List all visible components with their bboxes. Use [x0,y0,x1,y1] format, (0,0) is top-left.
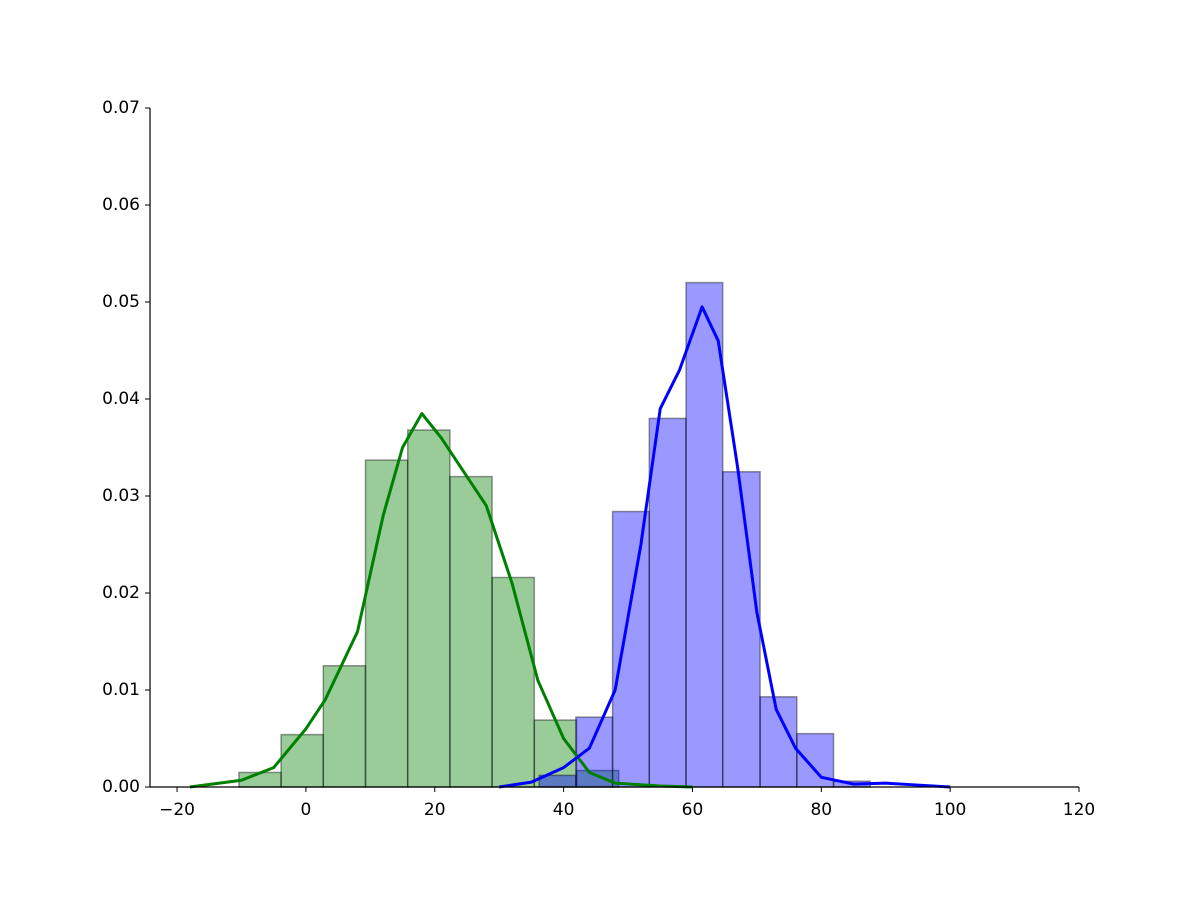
x-tick-label: 120 [1063,800,1095,820]
y-tick-label: 0.01 [102,680,140,700]
x-tick-label: −20 [159,800,195,820]
histogram-bar [449,475,493,788]
y-tick-label: 0.00 [102,777,140,797]
x-tick-label: 40 [553,800,575,820]
histogram-bar [533,719,578,788]
y-tick-label: 0.03 [102,486,140,506]
y-tick-label: 0.02 [102,583,140,603]
y-tick-label: 0.06 [102,195,140,215]
histogram-bar [575,716,614,788]
y-tick-label: 0.05 [102,292,140,312]
x-tick-label: 100 [934,800,966,820]
y-tick-label: 0.07 [102,98,140,118]
histogram-bar [406,429,451,788]
kde-line [498,305,951,789]
histogram-bar [721,471,761,788]
x-tick-label: 20 [424,800,446,820]
x-tick-label: 60 [682,800,704,820]
histogram-bar [648,417,687,788]
histogram-bar [491,576,536,788]
histogram-bar [611,510,651,788]
histogram-bar [364,459,409,788]
x-tick-label: 0 [300,800,311,820]
histogram-bar [685,281,724,788]
histogram-bar [322,665,367,788]
y-tick-label: 0.04 [102,389,140,409]
histogram-bar [280,733,325,788]
x-tick-label: 80 [810,800,832,820]
kde-line [189,412,693,789]
